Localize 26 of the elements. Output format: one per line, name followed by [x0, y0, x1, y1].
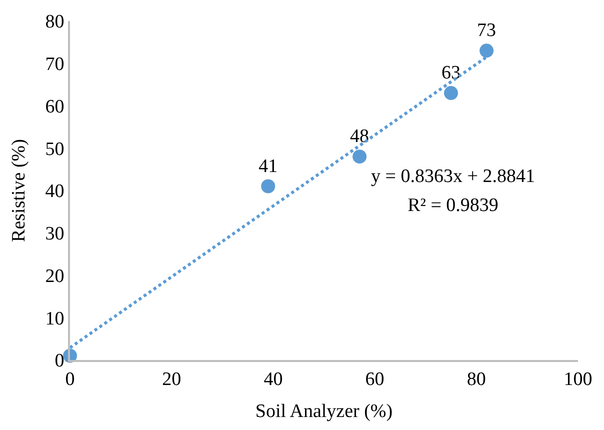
data-label: 63 [442, 62, 460, 84]
x-axis-title: Soil Analyzer (%) [255, 401, 393, 422]
y-tick-label: 30 [45, 224, 64, 245]
x-tick-label: 100 [564, 368, 592, 390]
y-tick-label: 60 [45, 96, 64, 118]
x-tick-label: 20 [162, 368, 182, 390]
x-tick-label: 60 [365, 368, 384, 390]
point [444, 86, 458, 100]
y-tick-label: 40 [45, 181, 64, 202]
y-tick-label: 80 [45, 12, 64, 33]
y-tick-label: 10 [45, 308, 64, 330]
point [480, 44, 494, 58]
data-label: 41 [258, 156, 278, 177]
point [352, 150, 367, 164]
y-tick-label: 70 [45, 54, 64, 76]
annotation: y = 0.8363x + 2.8841 [371, 166, 535, 187]
data-label: 73 [477, 20, 496, 42]
x-tick-label: 80 [466, 368, 486, 390]
y-tick-label: 0 [54, 350, 64, 372]
y-tick-label: 20 [45, 266, 64, 287]
x-tick-label: 40 [264, 368, 283, 390]
y-tick-label: 50 [45, 138, 64, 160]
data-label: 48 [350, 126, 370, 148]
y-axis-title: Resistive (%) [8, 139, 30, 242]
point [261, 179, 276, 194]
annotation: R² = 0.9839 [408, 195, 498, 216]
